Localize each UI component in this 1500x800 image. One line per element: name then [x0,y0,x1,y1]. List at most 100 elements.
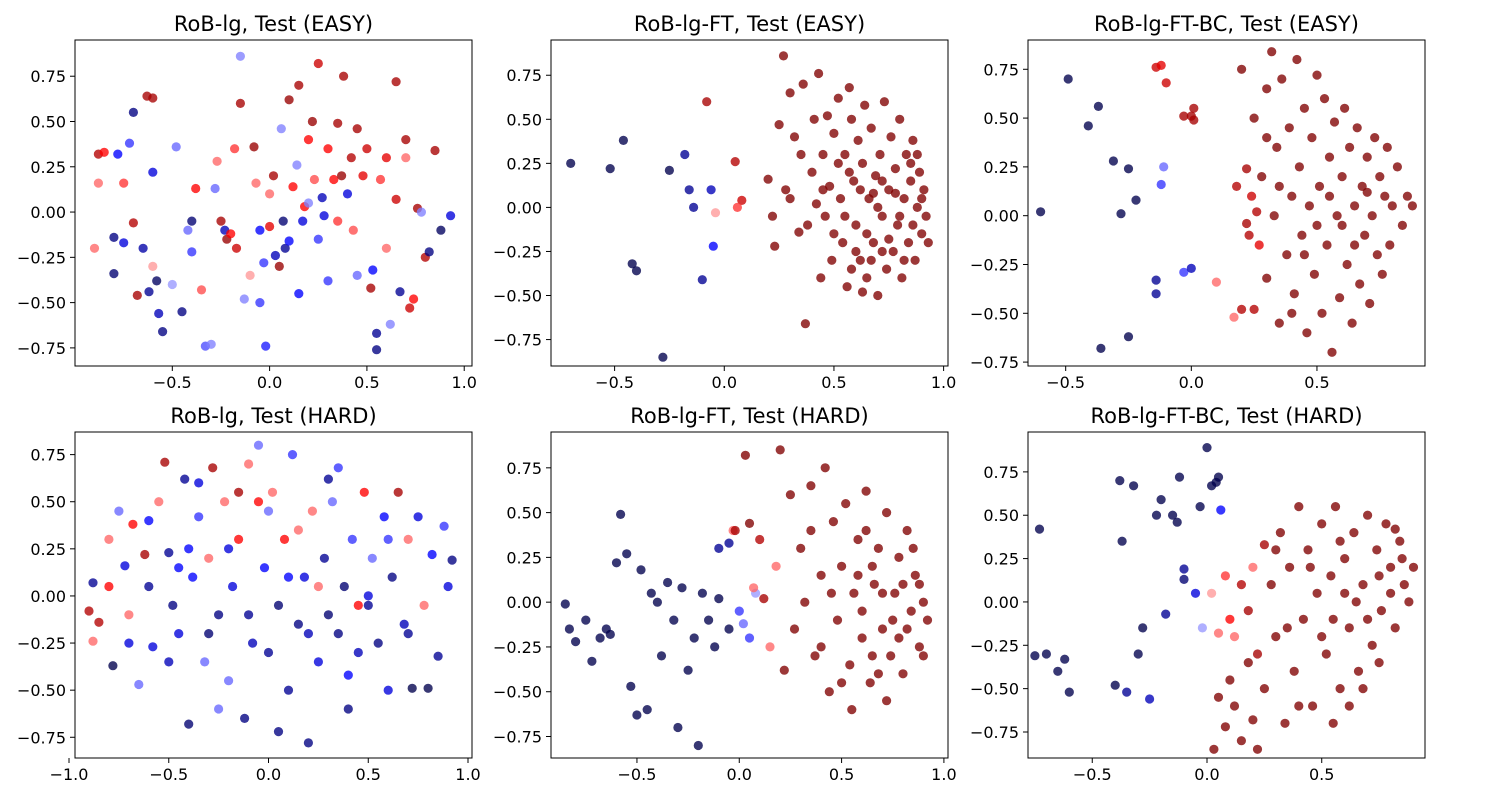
scatter-point [1324,152,1335,162]
scatter-point [1282,250,1292,260]
scatter-point [231,243,242,253]
scatter-point [853,135,863,145]
scatter-point [890,164,901,174]
scatter-point [1399,580,1409,590]
scatter-point [267,487,278,497]
y-tick-label: −0.50 [970,680,1019,699]
scatter-point [724,624,734,634]
scatter-point [775,445,785,455]
scatter-point [88,636,98,646]
scatter-point [184,544,194,554]
scatter-point [1344,623,1354,633]
scatter-point [1252,207,1262,217]
scatter-point [673,722,683,733]
scatter-point [917,229,927,239]
scatter-point [339,581,349,592]
scatter-points [1036,47,1417,357]
scatter-point [1285,562,1295,572]
scatter-point [906,158,916,168]
scatter-point [194,512,204,522]
scatter-point [902,624,912,634]
scatter-point [399,619,409,629]
scatter-point [888,615,898,625]
scatter-point [865,678,875,688]
scatter-point [844,83,854,93]
scatter-point [833,158,843,168]
scatter-point [1340,554,1350,564]
scatter-point [1335,536,1345,546]
scatter-point [391,77,401,87]
scatter-point [191,183,201,194]
scatter-point [313,581,323,592]
scatter-point [914,579,925,589]
scatter-point [898,669,908,679]
scatter-point [759,594,769,604]
x-tick-label: −0.5 [1046,373,1085,392]
scatter-point [1350,240,1360,250]
x-tick-label: −0.5 [618,765,657,784]
scatter-point [261,341,271,351]
scatter-point [401,135,411,145]
scatter-point [1254,240,1264,250]
scatter-point [1329,117,1340,127]
scatter-point [771,561,781,571]
scatter-point [104,581,114,592]
scatter-point [294,289,304,299]
scatter-point [820,211,830,221]
scatter-point [239,294,249,304]
scatter-point [1156,60,1166,70]
scatter-point [1355,279,1365,289]
scatter-point [273,727,284,737]
axes-frame [74,39,473,367]
y-tick-label: −0.75 [17,728,66,747]
scatter-point [683,665,693,675]
scatter-point [403,629,413,639]
scatter-point [168,600,178,611]
scatter-point [200,657,210,667]
scatter-point [1220,571,1230,581]
scatter-point [1063,74,1073,84]
scatter-point [861,486,871,496]
scatter-point [303,738,313,748]
y-tick-label: 0.50 [30,113,66,132]
scatter-point [1282,623,1292,633]
scatter-point [816,642,826,652]
scatter-point [1289,289,1299,299]
scatter-point [1305,562,1315,572]
scatter-point [383,534,393,545]
scatter-point [93,178,103,188]
scatter-point [283,572,294,582]
scatter-point [860,100,870,110]
scatter-point [319,553,329,563]
scatter-point [755,534,765,545]
scatter-point [919,185,929,195]
scatter-point [1237,64,1247,74]
scatter-point [1249,113,1259,123]
scatter-point [875,149,885,160]
y-tick-label: −0.25 [17,248,66,267]
scatter-point [826,588,837,598]
x-tick-label: 0.0 [257,373,282,392]
scatter-point [1257,172,1267,182]
scatter-point [806,481,816,491]
scatter-point [152,276,162,286]
scatter-point [353,600,363,611]
scatter-point [1229,701,1240,711]
scatter-point [228,581,238,592]
subplot-title: RoB-lg-FT, Test (EASY) [634,12,865,36]
scatter-point [1248,562,1258,572]
scatter-point [401,153,411,163]
scatter-point [381,153,391,163]
scatter-point [333,216,343,226]
scatter-point [1322,240,1332,250]
scatter-point [1115,476,1125,486]
scatter-point [730,525,740,536]
y-tick-label: −0.25 [970,255,1019,274]
scatter-point [265,221,275,232]
scatter-point [1266,580,1276,590]
scatter-point [1036,207,1046,217]
scatter-point [1242,218,1252,229]
scatter-point [1122,687,1132,697]
y-tick-label: 0.25 [983,550,1019,569]
